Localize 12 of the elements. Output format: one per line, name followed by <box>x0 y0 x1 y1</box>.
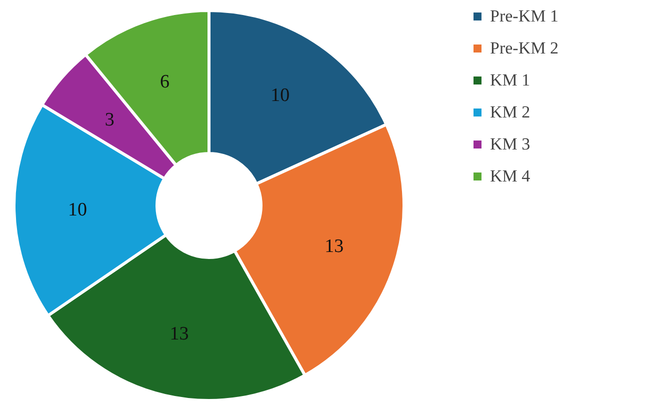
legend-label: KM 4 <box>490 166 531 186</box>
data-label: 13 <box>324 236 344 258</box>
legend-label: KM 3 <box>490 134 530 154</box>
legend-label: Pre-KM 1 <box>490 6 558 26</box>
data-label: 6 <box>160 72 170 93</box>
data-label: 3 <box>104 109 114 130</box>
data-label: 10 <box>270 84 290 106</box>
data-label: 13 <box>170 324 189 345</box>
data-label: 10 <box>68 199 88 220</box>
legend-label: KM 1 <box>490 70 530 90</box>
legend-label: KM 2 <box>490 102 530 122</box>
legend-label: Pre-KM 2 <box>490 38 558 58</box>
